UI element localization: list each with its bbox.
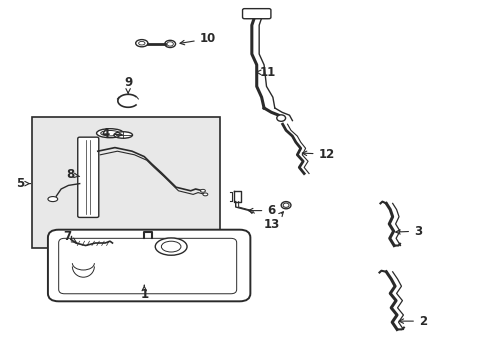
Text: 7: 7 (63, 230, 77, 243)
Ellipse shape (166, 42, 173, 46)
Ellipse shape (276, 115, 285, 121)
Text: 5: 5 (17, 177, 30, 190)
Ellipse shape (283, 203, 288, 207)
Ellipse shape (281, 202, 290, 209)
Text: 2: 2 (398, 315, 426, 328)
FancyBboxPatch shape (78, 137, 99, 217)
FancyBboxPatch shape (32, 117, 220, 248)
Ellipse shape (161, 241, 181, 252)
Ellipse shape (48, 197, 58, 202)
Ellipse shape (135, 40, 148, 47)
Text: 1: 1 (140, 285, 148, 301)
Text: 6: 6 (248, 204, 275, 217)
Text: 12: 12 (302, 148, 334, 161)
Ellipse shape (164, 40, 175, 48)
Ellipse shape (114, 132, 132, 138)
Text: 13: 13 (263, 212, 283, 231)
Text: 10: 10 (180, 32, 216, 45)
Text: 8: 8 (66, 168, 80, 181)
Ellipse shape (155, 238, 186, 255)
Ellipse shape (138, 41, 144, 45)
FancyBboxPatch shape (242, 9, 270, 19)
Ellipse shape (101, 130, 119, 136)
Text: 9: 9 (124, 76, 132, 93)
Ellipse shape (96, 129, 123, 138)
Text: 4: 4 (101, 127, 122, 140)
FancyBboxPatch shape (48, 230, 250, 301)
Text: 3: 3 (395, 225, 421, 238)
Ellipse shape (200, 189, 205, 192)
FancyBboxPatch shape (59, 238, 236, 294)
Ellipse shape (203, 193, 207, 196)
Text: 11: 11 (256, 66, 276, 79)
